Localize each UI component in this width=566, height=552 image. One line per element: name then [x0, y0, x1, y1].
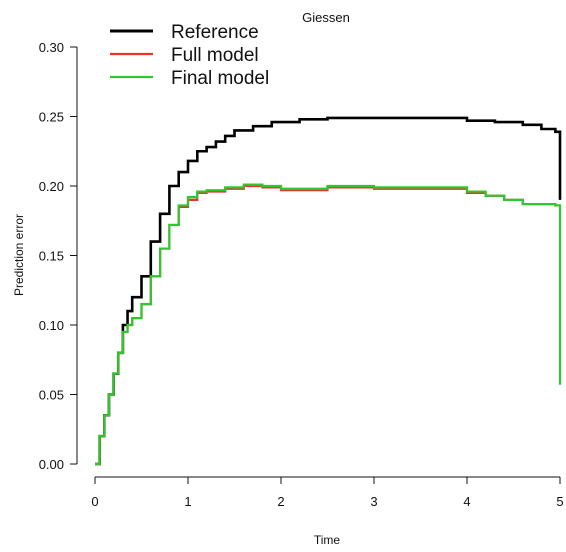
legend-label-1: Full model	[171, 45, 259, 66]
y-tick-label-1: 0.05	[39, 388, 64, 403]
y-axis-title: Prediction error	[12, 214, 26, 296]
x-tick-label-1: 1	[184, 494, 191, 509]
series-line-reference	[95, 116, 562, 466]
x-tick-label-5: 5	[556, 494, 563, 509]
x-tick-label-3: 3	[370, 494, 377, 509]
x-axis: 0 1 2 3 4 5	[91, 476, 564, 509]
series-layer	[95, 116, 562, 466]
x-tick-label-2: 2	[277, 494, 284, 509]
x-tick-label-0: 0	[91, 494, 98, 509]
legend-label-0: Reference	[171, 22, 259, 43]
x-axis-title: Time	[314, 533, 341, 547]
series-line-full-model	[95, 184, 560, 466]
y-tick-label-5: 0.25	[39, 110, 64, 125]
y-tick-label-2: 0.10	[39, 318, 64, 333]
y-tick-label-6: 0.30	[39, 40, 64, 55]
series-line-final-model	[95, 183, 562, 466]
y-tick-label-0: 0.00	[39, 457, 64, 472]
y-axis: 0.00 0.05 0.10 0.15 0.20 0.25 0.30	[39, 40, 78, 472]
legend-label-2: Final model	[171, 68, 269, 89]
y-tick-label-4: 0.20	[39, 179, 64, 194]
x-tick-label-4: 4	[463, 494, 470, 509]
y-tick-label-3: 0.15	[39, 249, 64, 264]
chart-title: Giessen	[302, 10, 350, 25]
